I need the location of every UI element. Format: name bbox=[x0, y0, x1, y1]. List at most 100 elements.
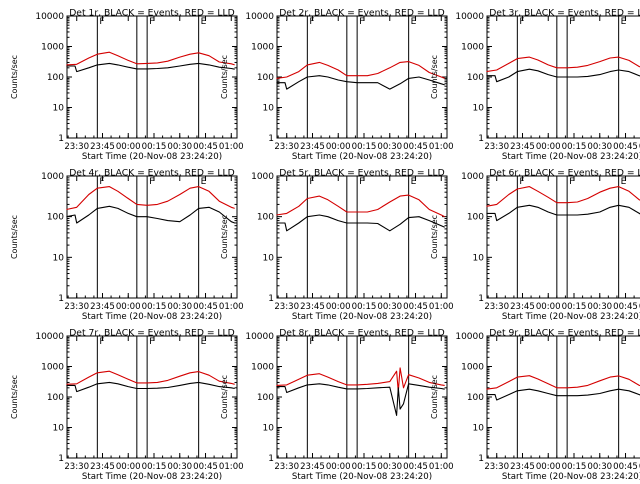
y-axis-label: Counts/sec bbox=[220, 215, 229, 259]
y-tick-label: 100 bbox=[467, 73, 484, 83]
x-axis-label: Start Time (20-Nov-08 23:24:20) bbox=[502, 472, 640, 480]
y-axis-label: Counts/sec bbox=[10, 375, 19, 419]
x-tick-label: 23:30 bbox=[64, 462, 89, 472]
y-tick-label: 1000 bbox=[251, 363, 274, 373]
y-axis-label: Counts/sec bbox=[220, 375, 229, 419]
panel-1: Det 1r, BLACK = Events, RED = LLD 1 10 100 1… bbox=[10, 8, 244, 163]
series-lld-line bbox=[66, 186, 235, 211]
x-tick-label: 23:45 bbox=[510, 302, 535, 312]
y-tick-label: 1000 bbox=[461, 43, 484, 53]
x-axis-label: Start Time (20-Nov-08 23:24:20) bbox=[292, 152, 432, 162]
series-events-line bbox=[66, 205, 235, 224]
series-events-line bbox=[66, 381, 235, 393]
event-marker-label: E bbox=[201, 337, 207, 347]
series-lld-line bbox=[66, 51, 235, 66]
x-tick-label: 00:00 bbox=[116, 302, 141, 312]
event-marker-label: F bbox=[309, 177, 314, 187]
x-tick-label: 00:30 bbox=[167, 302, 192, 312]
y-axis-label: Counts/sec bbox=[220, 55, 229, 99]
x-axis-label: Start Time (20-Nov-08 23:24:20) bbox=[502, 312, 640, 322]
x-tick-label: 00:45 bbox=[193, 302, 218, 312]
x-tick-label: 23:45 bbox=[90, 142, 115, 152]
y-tick-label: 1 bbox=[268, 454, 274, 464]
x-tick-label: 00:00 bbox=[536, 462, 561, 472]
x-tick-label: 01:00 bbox=[219, 142, 244, 152]
x-tick-label: 00:45 bbox=[403, 302, 428, 312]
x-tick-label: 00:00 bbox=[536, 302, 561, 312]
series-lld-line bbox=[276, 367, 445, 393]
x-tick-label: 00:30 bbox=[377, 142, 402, 152]
x-tick-label: 23:30 bbox=[484, 142, 509, 152]
x-tick-label: 00:00 bbox=[536, 142, 561, 152]
x-tick-label: 23:45 bbox=[300, 142, 325, 152]
y-tick-label: 1 bbox=[268, 294, 274, 304]
series-lld-line bbox=[276, 61, 445, 79]
x-tick-label: 00:30 bbox=[587, 302, 612, 312]
y-tick-label: 10 bbox=[53, 253, 65, 263]
plot-frame bbox=[486, 335, 640, 459]
event-marker-label: F bbox=[519, 17, 524, 27]
x-tick-label: 01:00 bbox=[639, 462, 640, 472]
event-marker-label: F bbox=[149, 177, 154, 187]
x-tick-label: 23:30 bbox=[484, 302, 509, 312]
series-lld-line bbox=[486, 186, 640, 207]
x-tick-label: 00:30 bbox=[377, 462, 402, 472]
y-tick-label: 1 bbox=[58, 294, 64, 304]
x-tick-label: 23:30 bbox=[274, 142, 299, 152]
x-tick-label: 00:30 bbox=[167, 462, 192, 472]
x-axis-label: Start Time (20-Nov-08 23:24:20) bbox=[82, 312, 222, 322]
y-tick-label: 10 bbox=[473, 104, 485, 114]
y-axis-label: Counts/sec bbox=[430, 215, 439, 259]
x-tick-label: 00:00 bbox=[116, 142, 141, 152]
x-tick-label: 00:15 bbox=[142, 462, 167, 472]
event-marker-label: E bbox=[621, 337, 627, 347]
x-axis-label: Start Time (20-Nov-08 23:24:20) bbox=[502, 152, 640, 162]
x-tick-label: 00:15 bbox=[562, 142, 587, 152]
x-tick-label: 23:30 bbox=[64, 302, 89, 312]
x-tick-label: 00:00 bbox=[326, 142, 351, 152]
y-tick-label: 1 bbox=[478, 134, 484, 144]
x-tick-label: 00:45 bbox=[193, 462, 218, 472]
x-tick-label: 23:45 bbox=[300, 462, 325, 472]
x-tick-label: 01:00 bbox=[639, 302, 640, 312]
plot-frame bbox=[66, 15, 238, 139]
event-marker-label: F bbox=[359, 337, 364, 347]
panel-6: Det 6r, BLACK = Events, RED = LLD 1 10 100 1… bbox=[430, 168, 640, 322]
event-marker-label: F bbox=[359, 17, 364, 27]
panel-5: Det 5r, BLACK = Events, RED = LLD 1 10 100 1… bbox=[220, 168, 454, 323]
y-tick-label: 1000 bbox=[41, 43, 64, 53]
x-tick-label: 23:45 bbox=[510, 142, 535, 152]
x-tick-label: 00:30 bbox=[587, 142, 612, 152]
y-tick-label: 10000 bbox=[35, 332, 64, 342]
x-tick-label: 23:30 bbox=[484, 462, 509, 472]
y-tick-label: 1000 bbox=[251, 43, 274, 53]
y-tick-label: 10000 bbox=[245, 332, 274, 342]
y-tick-label: 10000 bbox=[455, 332, 484, 342]
y-axis-label: Counts/sec bbox=[10, 215, 19, 259]
x-tick-label: 00:45 bbox=[613, 142, 638, 152]
event-marker-label: F bbox=[99, 177, 104, 187]
event-marker-label: F bbox=[569, 17, 574, 27]
y-tick-label: 100 bbox=[467, 393, 484, 403]
y-axis-label: Counts/sec bbox=[10, 55, 19, 99]
plot-frame bbox=[66, 335, 238, 459]
panel-9: Det 9r, BLACK = Events, RED = LLD 1 10 100 1… bbox=[430, 328, 640, 482]
x-tick-label: 00:15 bbox=[562, 462, 587, 472]
series-lld-line bbox=[486, 375, 640, 390]
x-tick-label: 00:30 bbox=[167, 142, 192, 152]
x-tick-label: 23:45 bbox=[300, 302, 325, 312]
x-axis-label: Start Time (20-Nov-08 23:24:20) bbox=[292, 472, 432, 480]
plot-frame bbox=[486, 175, 640, 299]
y-tick-label: 1000 bbox=[461, 363, 484, 373]
series-events-line bbox=[486, 204, 640, 222]
x-tick-label: 00:45 bbox=[613, 302, 638, 312]
x-tick-label: 00:00 bbox=[326, 302, 351, 312]
event-marker-label: F bbox=[99, 337, 104, 347]
x-tick-label: 01:00 bbox=[639, 142, 640, 152]
series-events-line bbox=[276, 214, 445, 232]
panel-3: Det 3r, BLACK = Events, RED = LLD 1 10 100 1… bbox=[430, 8, 640, 162]
event-marker-label: F bbox=[149, 337, 154, 347]
series-lld-line bbox=[66, 370, 235, 385]
